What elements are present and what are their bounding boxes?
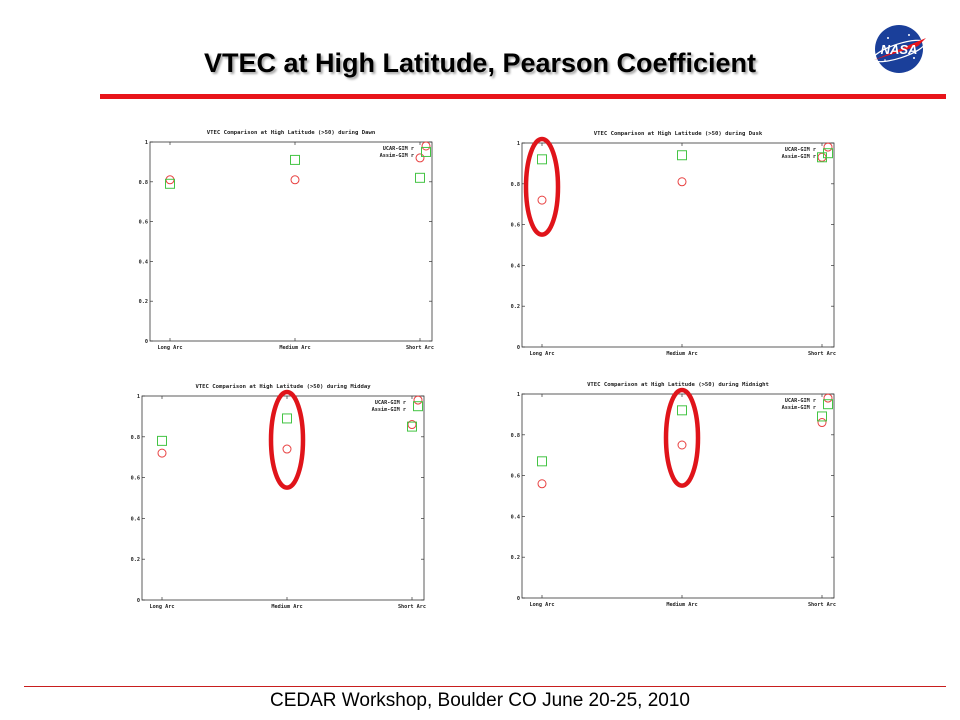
highlight-ellipse bbox=[663, 387, 701, 488]
chart-panel-dawn: VTEC Comparison at High Latitude (>50) d… bbox=[138, 126, 438, 366]
nasa-logo: NASA bbox=[872, 25, 926, 73]
chart-panel-midnight: VTEC Comparison at High Latitude (>50) d… bbox=[510, 378, 840, 623]
data-point-ucar-gim-r bbox=[823, 393, 833, 403]
y-tick-label: 1 bbox=[517, 141, 520, 147]
plot-frame bbox=[149, 141, 433, 342]
chart-title: VTEC Comparison at High Latitude (>50) d… bbox=[207, 130, 375, 136]
y-tick-label: 0.6 bbox=[511, 223, 520, 229]
chart-title: VTEC Comparison at High Latitude (>50) d… bbox=[594, 131, 763, 137]
x-tick-label: Short Arc bbox=[398, 604, 426, 610]
y-tick-label: 0.4 bbox=[511, 263, 520, 269]
y-tick-label: 0.6 bbox=[131, 476, 140, 482]
x-tick-label: Long Arc bbox=[158, 345, 183, 351]
data-point-assim-gim-r bbox=[823, 148, 833, 159]
nasa-logo-text: NASA bbox=[881, 42, 918, 57]
x-tick-label: Long Arc bbox=[530, 351, 555, 357]
y-tick-label: 0.2 bbox=[511, 555, 520, 561]
y-tick-label: 0.8 bbox=[139, 180, 148, 186]
x-tick-label: Short Arc bbox=[808, 351, 836, 357]
data-point-ucar-gim-r bbox=[157, 448, 167, 458]
data-point-ucar-gim-r bbox=[282, 444, 292, 454]
y-tick-label: 0.8 bbox=[131, 435, 140, 441]
y-tick-label: 1 bbox=[517, 392, 520, 398]
plot-frame bbox=[141, 395, 425, 601]
x-tick-label: Medium Arc bbox=[271, 604, 302, 610]
x-tick-label: Long Arc bbox=[530, 602, 555, 608]
chart-dusk: VTEC Comparison at High Latitude (>50) d… bbox=[511, 131, 836, 357]
chart-panel-dusk: VTEC Comparison at High Latitude (>50) d… bbox=[510, 127, 840, 372]
y-tick-label: 0.2 bbox=[511, 304, 520, 310]
data-point-assim-gim-r bbox=[157, 435, 167, 446]
legend-entry: Assim-GIM r bbox=[782, 154, 816, 160]
data-point-ucar-gim-r bbox=[677, 177, 687, 187]
chart-title: VTEC Comparison at High Latitude (>50) d… bbox=[587, 382, 769, 388]
data-point-ucar-gim-r bbox=[677, 440, 687, 450]
legend-entry: UCAR-GIM r bbox=[383, 146, 414, 152]
data-point-ucar-gim-r bbox=[817, 418, 827, 428]
data-point-ucar-gim-r bbox=[537, 479, 547, 489]
data-point-ucar-gim-r bbox=[290, 175, 300, 185]
data-point-assim-gim-r bbox=[537, 154, 547, 165]
data-point-assim-gim-r bbox=[415, 172, 425, 183]
y-tick-label: 0 bbox=[517, 345, 520, 351]
chart-midnight: VTEC Comparison at High Latitude (>50) d… bbox=[511, 382, 836, 608]
data-point-assim-gim-r bbox=[413, 401, 423, 412]
data-point-assim-gim-r bbox=[677, 150, 687, 161]
legend-entry: UCAR-GIM r bbox=[375, 400, 406, 406]
data-point-assim-gim-r bbox=[421, 146, 431, 157]
y-tick-label: 0.8 bbox=[511, 433, 520, 439]
slide-title: VTEC at High Latitude, Pearson Coefficie… bbox=[203, 48, 757, 78]
y-tick-label: 0.4 bbox=[131, 516, 140, 522]
data-point-assim-gim-r bbox=[823, 399, 833, 410]
data-point-assim-gim-r bbox=[677, 405, 687, 416]
legend-entry: Assim-GIM r bbox=[372, 407, 406, 413]
y-tick-label: 1 bbox=[145, 140, 148, 146]
y-tick-label: 0 bbox=[137, 598, 140, 604]
y-tick-label: 0.2 bbox=[139, 299, 148, 305]
x-tick-label: Medium Arc bbox=[666, 351, 697, 357]
y-tick-label: 0 bbox=[517, 596, 520, 602]
highlight-ellipse bbox=[523, 136, 561, 237]
title-rule bbox=[100, 94, 946, 99]
data-point-ucar-gim-r bbox=[537, 195, 547, 205]
chart-title: VTEC Comparison at High Latitude (>50) d… bbox=[195, 384, 371, 390]
y-tick-label: 0.6 bbox=[511, 474, 520, 480]
y-tick-label: 0.6 bbox=[139, 220, 148, 226]
x-tick-label: Long Arc bbox=[150, 604, 175, 610]
data-point-ucar-gim-r bbox=[421, 141, 431, 151]
data-point-ucar-gim-r bbox=[413, 395, 423, 405]
x-tick-label: Medium Arc bbox=[279, 345, 310, 351]
x-tick-label: Short Arc bbox=[808, 602, 836, 608]
data-point-assim-gim-r bbox=[537, 456, 547, 467]
data-point-ucar-gim-r bbox=[823, 142, 833, 152]
y-tick-label: 0.4 bbox=[139, 259, 148, 265]
x-tick-label: Medium Arc bbox=[666, 602, 697, 608]
legend-entry: Assim-GIM r bbox=[782, 405, 816, 411]
y-tick-label: 0.4 bbox=[511, 514, 520, 520]
y-tick-label: 1 bbox=[137, 394, 140, 400]
footer-rule bbox=[24, 686, 946, 687]
data-point-assim-gim-r bbox=[407, 421, 417, 432]
data-point-assim-gim-r bbox=[282, 413, 292, 424]
legend-entry: UCAR-GIM r bbox=[785, 398, 816, 404]
chart-dawn: VTEC Comparison at High Latitude (>50) d… bbox=[139, 130, 434, 351]
legend-entry: Assim-GIM r bbox=[380, 153, 414, 159]
data-point-assim-gim-r bbox=[165, 178, 175, 189]
y-tick-label: 0.8 bbox=[511, 182, 520, 188]
data-point-assim-gim-r bbox=[817, 411, 827, 422]
data-point-ucar-gim-r bbox=[165, 175, 175, 185]
y-tick-label: 0.2 bbox=[131, 557, 140, 563]
x-tick-label: Short Arc bbox=[406, 345, 434, 351]
highlight-ellipse bbox=[268, 389, 306, 490]
chart-midday: VTEC Comparison at High Latitude (>50) d… bbox=[131, 384, 426, 610]
footer-text: CEDAR Workshop, Boulder CO June 20-25, 2… bbox=[270, 690, 690, 711]
plot-frame bbox=[521, 142, 835, 348]
y-tick-label: 0 bbox=[145, 339, 148, 345]
data-point-ucar-gim-r bbox=[415, 153, 425, 163]
plot-frame bbox=[521, 393, 835, 599]
chart-panel-midday: VTEC Comparison at High Latitude (>50) d… bbox=[130, 380, 430, 625]
legend-entry: UCAR-GIM r bbox=[785, 147, 816, 153]
data-point-assim-gim-r bbox=[290, 154, 300, 165]
